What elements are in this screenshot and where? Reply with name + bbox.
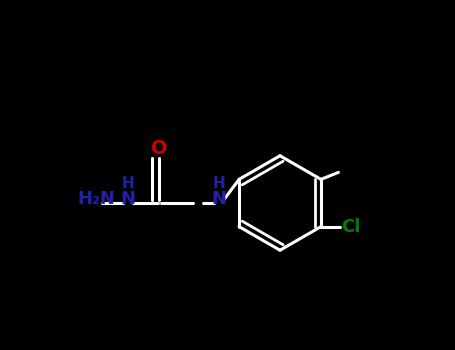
Text: Cl: Cl <box>341 218 360 236</box>
Text: H: H <box>121 176 134 191</box>
Text: H₂N: H₂N <box>77 190 115 209</box>
Text: H: H <box>212 176 225 191</box>
Text: O: O <box>151 139 167 158</box>
Text: N: N <box>211 190 226 209</box>
Text: N: N <box>120 190 135 209</box>
